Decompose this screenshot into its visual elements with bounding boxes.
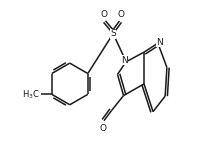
Text: O: O	[100, 124, 107, 133]
Text: O: O	[100, 10, 107, 18]
Text: O: O	[118, 10, 125, 18]
Text: N: N	[121, 56, 128, 65]
Text: S: S	[110, 29, 116, 38]
Text: $\mathregular{H_3C}$: $\mathregular{H_3C}$	[22, 88, 40, 101]
Text: N: N	[156, 38, 163, 47]
